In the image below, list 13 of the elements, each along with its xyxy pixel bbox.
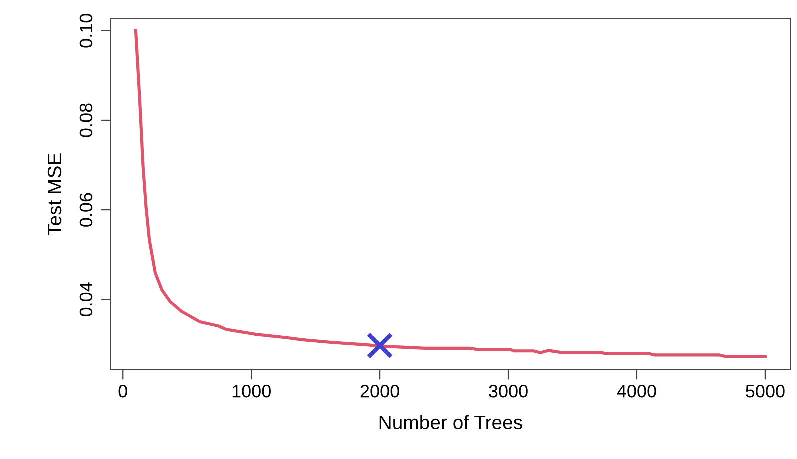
y-tick-label: 0.10	[80, 14, 93, 48]
x-tick-label: 0	[118, 385, 128, 398]
y-tick-label: 0.04	[80, 282, 93, 316]
x-tick-label: 3000	[489, 385, 528, 398]
x-tick-label: 1000	[232, 385, 271, 398]
x-tick-label: 4000	[617, 385, 656, 398]
line-series	[134, 29, 767, 358]
x-tick-label: 5000	[746, 385, 785, 398]
y-tick-label: 0.08	[80, 104, 93, 138]
x-tick-label: 2000	[360, 385, 400, 398]
y-tick-label: 0.06	[80, 193, 93, 227]
y-axis-title: Test MSE	[48, 154, 62, 236]
x-axis-title: Number of Trees	[380, 415, 522, 430]
